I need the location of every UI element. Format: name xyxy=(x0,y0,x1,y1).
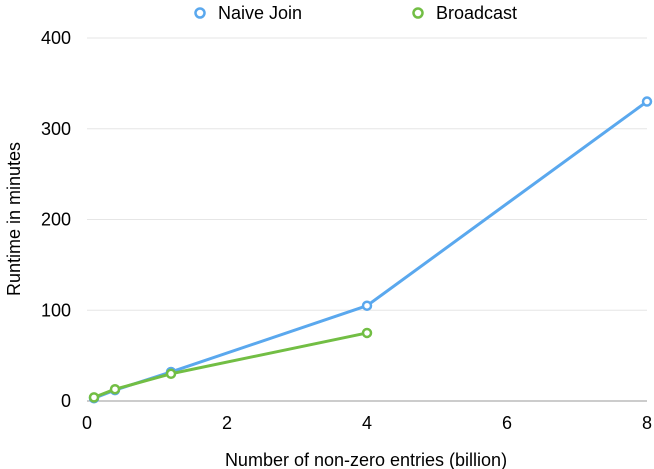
legend: Naive Join Broadcast xyxy=(194,3,517,23)
y-tick-label: 100 xyxy=(41,300,71,320)
x-tick-label: 2 xyxy=(222,413,232,433)
x-tick-label: 6 xyxy=(502,413,512,433)
gridlines xyxy=(87,37,647,311)
y-tick-label: 0 xyxy=(61,391,71,411)
y-tick-label: 200 xyxy=(41,210,71,230)
legend-label: Broadcast xyxy=(436,3,517,23)
data-point xyxy=(361,300,373,311)
series-line xyxy=(92,100,649,400)
y-tick-label: 400 xyxy=(41,28,71,48)
series-lines xyxy=(88,96,653,404)
x-tick-label: 8 xyxy=(642,413,652,433)
y-tick-label: 300 xyxy=(41,119,71,139)
x-tick-label: 4 xyxy=(362,413,372,433)
data-point xyxy=(361,327,373,339)
data-point xyxy=(641,96,653,107)
data-point xyxy=(165,368,177,380)
x-axis-title: Number of non-zero entries (billion) xyxy=(225,450,507,469)
legend-marker xyxy=(412,7,424,19)
data-point xyxy=(88,392,100,403)
series-line xyxy=(92,331,369,399)
legend-marker xyxy=(194,7,206,19)
x-tick-label: 0 xyxy=(82,413,92,433)
y-axis-title: Runtime in minutes xyxy=(4,142,24,296)
legend-label: Naive Join xyxy=(218,3,302,23)
data-point xyxy=(109,383,121,395)
axes: 0 100 200 300 400 0 2 4 6 8 xyxy=(41,28,652,433)
